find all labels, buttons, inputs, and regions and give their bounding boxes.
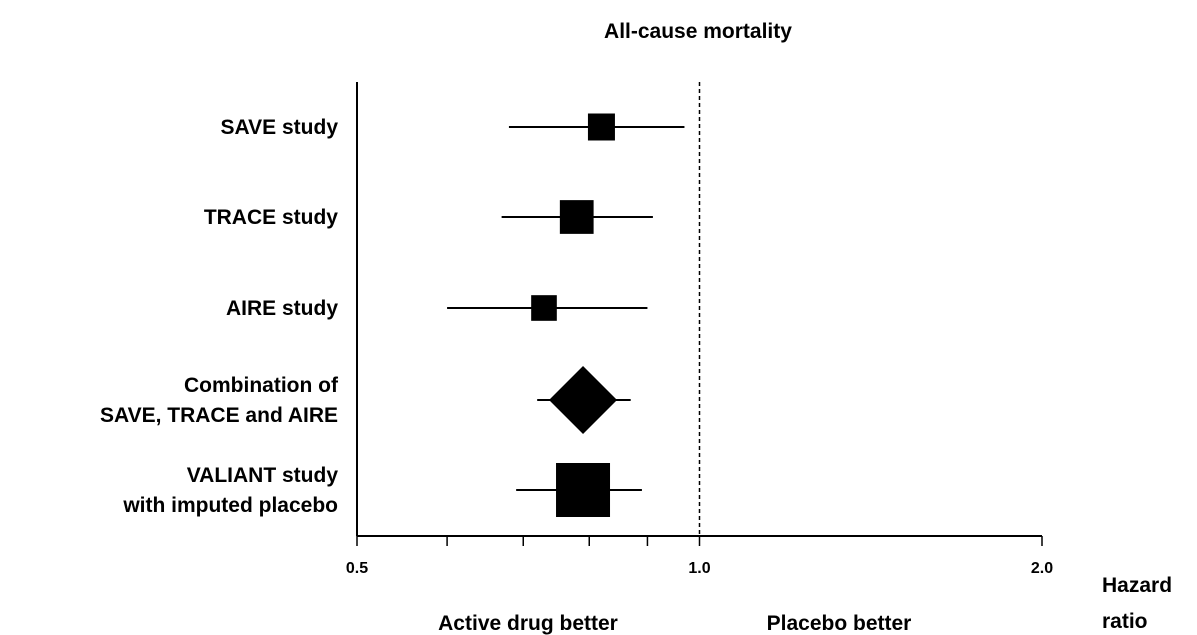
chart-title: All-cause mortality [604,20,792,43]
study-label: Combination of [184,374,339,397]
annotation-active-drug-better: Active drug better [438,612,618,635]
point-estimate-square [587,113,615,141]
x-tick-label: 0.5 [346,560,368,577]
study-label: with imputed placebo [122,494,338,517]
study-label: TRACE study [204,206,338,229]
x-axis-label: ratio [1102,610,1148,633]
study-label: SAVE study [221,116,339,139]
plot-area: 0.5 1.0 2.0 Hazard ratio Active drug better Pl… [100,82,1172,635]
study-label: AIRE study [226,297,338,320]
x-tick-label: 2.0 [1031,560,1053,577]
point-estimate-square [559,200,594,234]
study-label: VALIANT study [187,464,339,487]
pooled-estimate-diamond [549,366,618,434]
point-estimate-square [531,295,557,321]
study-label: SAVE, TRACE and AIRE [100,404,338,427]
point-estimate-square [556,463,611,517]
x-axis-label: Hazard [1102,574,1172,597]
annotation-placebo-better: Placebo better [767,612,912,635]
x-tick-label: 1.0 [688,560,710,577]
